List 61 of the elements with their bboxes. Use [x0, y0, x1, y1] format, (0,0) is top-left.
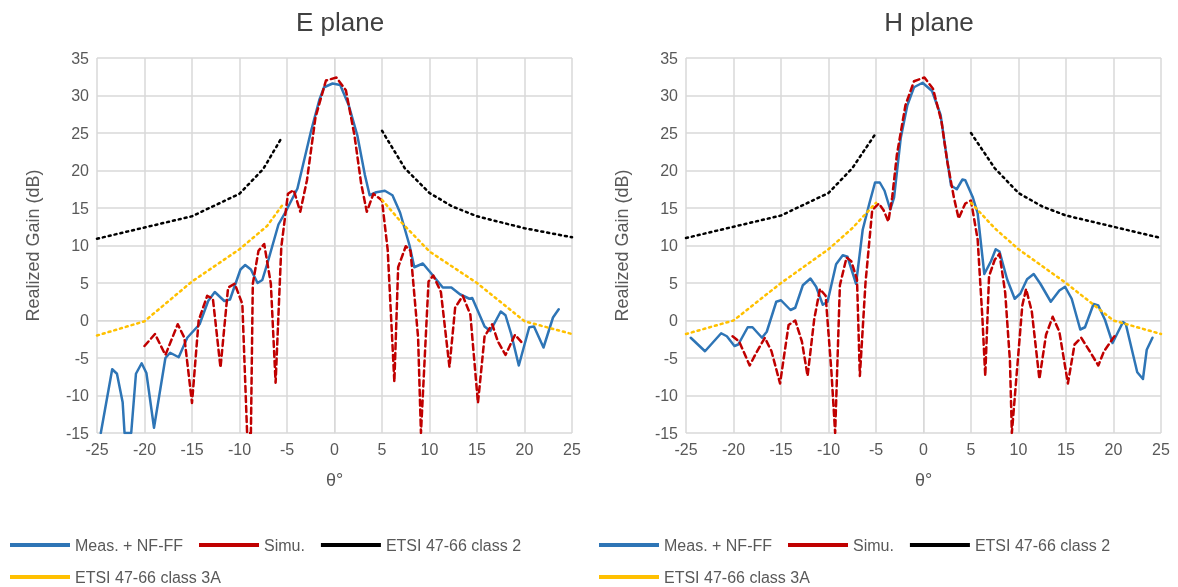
- y-axis-title: Realized Gain (dB): [23, 169, 43, 322]
- y-tick-label: 35: [71, 49, 90, 67]
- x-tick-label: 15: [1057, 440, 1075, 458]
- y-tick-label: 5: [669, 274, 679, 292]
- line-series: [731, 76, 1116, 435]
- x-tick-label: 25: [563, 440, 581, 458]
- x-tick-label: -15: [180, 440, 204, 458]
- x-tick-label: -5: [868, 440, 884, 458]
- x-tick-label: 0: [330, 440, 340, 458]
- y-tick-label: -15: [654, 424, 679, 442]
- x-tick-label: 15: [468, 440, 486, 458]
- y-axis-title: Realized Gain (dB): [612, 169, 632, 322]
- x-tick-label: -10: [816, 440, 841, 458]
- y-tick-label: -10: [654, 387, 679, 404]
- line-series: [99, 82, 560, 435]
- x-tick-label: -5: [279, 440, 295, 458]
- x-tick-label: -10: [227, 440, 252, 458]
- y-tick-label: 5: [80, 274, 90, 292]
- y-tick-label: 35: [660, 49, 679, 67]
- chart-title: E plane: [295, 7, 385, 37]
- x-tick-label: 0: [919, 440, 929, 458]
- x-tick-label: 5: [966, 440, 976, 458]
- chart-title: H plane: [884, 7, 974, 37]
- line-series: [143, 76, 525, 435]
- y-tick-label: 10: [660, 237, 679, 254]
- y-tick-label: 10: [71, 237, 90, 254]
- y-tick-label: 0: [669, 312, 679, 329]
- y-tick-label: 15: [660, 199, 679, 217]
- x-tick-label: -25: [674, 440, 698, 458]
- x-tick-label: 20: [1104, 440, 1123, 458]
- x-axis-title: θ°: [914, 470, 933, 490]
- y-tick-label: 30: [660, 87, 679, 104]
- x-tick-label: -25: [85, 440, 109, 458]
- x-tick-label: 10: [1009, 440, 1028, 458]
- legend-label: Meas. + NF-FF: [75, 536, 184, 554]
- x-tick-label: -20: [721, 440, 746, 458]
- legend-label: ETSI 47-66 class 2: [385, 536, 522, 554]
- x-tick-label: -20: [132, 440, 157, 458]
- legend-label: ETSI 47-66 class 3A: [664, 568, 811, 586]
- y-tick-label: 25: [660, 124, 679, 142]
- y-tick-label: 20: [660, 162, 679, 179]
- x-tick-label: 25: [1152, 440, 1170, 458]
- legend-label: ETSI 47-66 class 2: [974, 536, 1111, 554]
- y-tick-label: -5: [663, 349, 679, 367]
- y-tick-label: -5: [74, 349, 90, 367]
- x-tick-label: 10: [420, 440, 439, 458]
- legend-label: ETSI 47-66 class 3A: [75, 568, 222, 586]
- x-tick-label: 5: [377, 440, 387, 458]
- legend-label: Simu.: [853, 536, 894, 554]
- y-tick-label: 25: [71, 124, 90, 142]
- y-tick-label: -10: [65, 387, 90, 404]
- y-tick-label: 15: [71, 199, 90, 217]
- legend-label: Meas. + NF-FF: [664, 536, 773, 554]
- x-tick-label: 20: [515, 440, 534, 458]
- y-tick-label: -15: [65, 424, 90, 442]
- x-axis-title: θ°: [325, 470, 344, 490]
- legend-label: Simu.: [264, 536, 305, 554]
- y-tick-label: 30: [71, 87, 90, 104]
- x-tick-label: -15: [769, 440, 793, 458]
- y-tick-label: 0: [80, 312, 90, 329]
- y-tick-label: 20: [71, 162, 90, 179]
